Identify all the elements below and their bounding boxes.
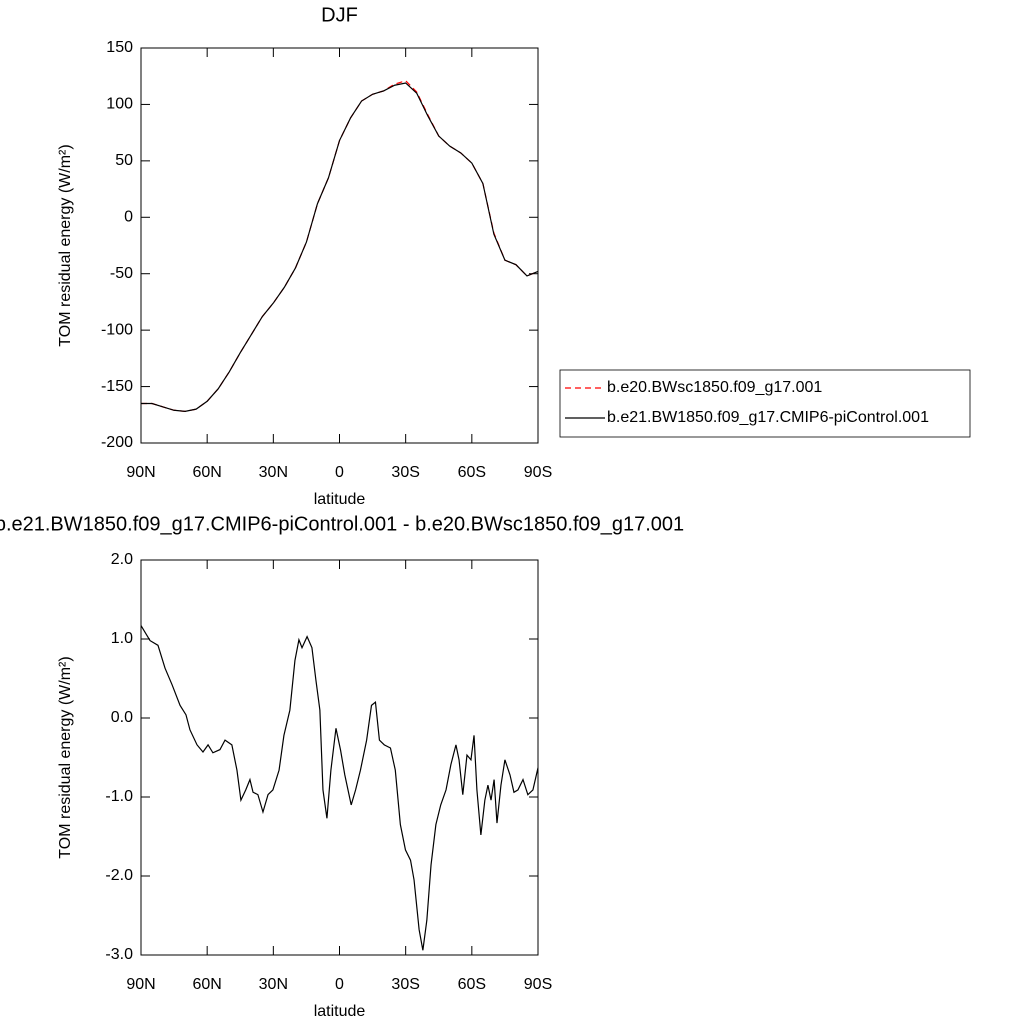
data-line bbox=[140, 625, 539, 951]
x-tick-label: 30S bbox=[391, 976, 419, 993]
x-tick-label: 60N bbox=[192, 976, 221, 993]
y-axis-label: TOM residual energy (W/m²) bbox=[57, 656, 74, 858]
y-tick-label: 0.0 bbox=[111, 709, 133, 726]
y-tick-label: 2.0 bbox=[111, 551, 133, 568]
y-tick-label: -100 bbox=[101, 321, 133, 338]
legend-label: b.e21.BW1850.f09_g17.CMIP6-piControl.001 bbox=[607, 409, 929, 426]
x-tick-label: 0 bbox=[335, 464, 344, 481]
x-tick-label: 90N bbox=[126, 464, 155, 481]
x-tick-label: 60N bbox=[192, 464, 221, 481]
y-tick-label: 50 bbox=[115, 152, 133, 169]
y-tick-label: -2.0 bbox=[105, 867, 133, 884]
x-tick-label: 30S bbox=[391, 464, 419, 481]
x-tick-label: 90S bbox=[524, 976, 552, 993]
y-tick-label: 150 bbox=[106, 39, 133, 56]
data-line bbox=[141, 82, 539, 413]
y-tick-label: 1.0 bbox=[111, 630, 133, 647]
x-tick-label: 30N bbox=[259, 976, 288, 993]
y-tick-label: 0 bbox=[124, 209, 133, 226]
plot-frame bbox=[140, 47, 539, 444]
plot-frame bbox=[140, 559, 539, 956]
y-tick-label: 100 bbox=[106, 96, 133, 113]
x-tick-label: 60S bbox=[458, 976, 486, 993]
x-tick-label: 60S bbox=[458, 464, 486, 481]
x-tick-label: 30N bbox=[259, 464, 288, 481]
legend-label: b.e20.BWsc1850.f09_g17.001 bbox=[607, 379, 822, 396]
y-tick-label: -150 bbox=[101, 378, 133, 395]
x-tick-label: 90N bbox=[126, 976, 155, 993]
legend-box bbox=[559, 369, 971, 438]
y-tick-label: -200 bbox=[101, 434, 133, 451]
chart-title: DJF bbox=[321, 4, 358, 26]
y-tick-label: -50 bbox=[110, 265, 133, 282]
data-line bbox=[141, 80, 539, 413]
y-axis-label: TOM residual energy (W/m²) bbox=[57, 144, 74, 346]
x-axis-label: latitude bbox=[314, 491, 366, 508]
x-tick-label: 0 bbox=[335, 976, 344, 993]
x-tick-label: 90S bbox=[524, 464, 552, 481]
y-tick-label: -3.0 bbox=[105, 946, 133, 963]
y-tick-label: -1.0 bbox=[105, 788, 133, 805]
chart-title: b.e21.BW1850.f09_g17.CMIP6-piControl.001… bbox=[0, 513, 684, 535]
x-axis-label: latitude bbox=[314, 1003, 366, 1020]
